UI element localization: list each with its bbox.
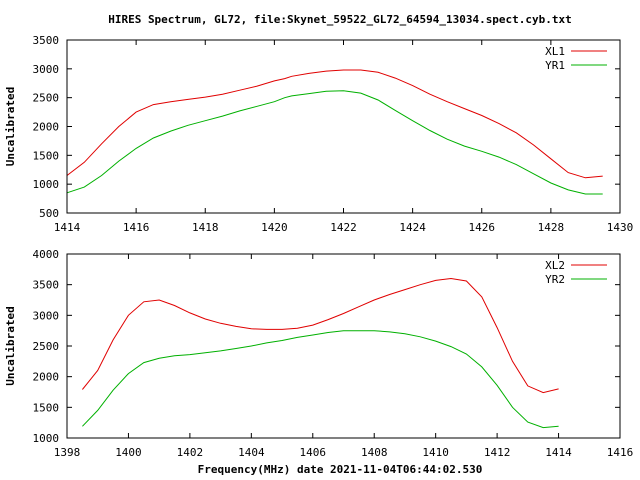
y-tick-label: 1500 — [33, 401, 60, 414]
y-tick-label: 3500 — [33, 34, 60, 47]
y-tick-label: 1000 — [33, 432, 60, 445]
y-tick-label: 2500 — [33, 340, 60, 353]
x-tick-label: 1416 — [607, 446, 634, 459]
series-line-xl2 — [82, 277, 559, 394]
x-tick-label: 1398 — [54, 446, 81, 459]
x-tick-label: 1418 — [192, 221, 219, 234]
plot-frame — [66, 253, 621, 439]
x-tick-label: 1400 — [115, 446, 142, 459]
series-line-yr1 — [66, 90, 603, 195]
y-tick-label: 4000 — [33, 248, 60, 261]
chart-title: HIRES Spectrum, GL72, file:Skynet_59522_… — [108, 13, 572, 26]
plot-frame — [66, 39, 621, 214]
x-tick-label: 1414 — [54, 221, 81, 234]
y-tick-label: 1500 — [33, 149, 60, 162]
x-tick-label: 1410 — [422, 446, 449, 459]
y-tick-label: 500 — [39, 207, 59, 220]
x-tick-label: 1404 — [238, 446, 265, 459]
x-tick-label: 1408 — [361, 446, 388, 459]
legend-label-xl2: XL2 — [545, 259, 565, 272]
x-tick-label: 1422 — [330, 221, 357, 234]
x-axis-label: Frequency(MHz) date 2021-11-04T06:44:02.… — [198, 463, 483, 476]
x-tick-label: 1414 — [545, 446, 572, 459]
y-tick-label: 3000 — [33, 309, 60, 322]
y-tick-label: 3000 — [33, 63, 60, 76]
x-tick-label: 1426 — [469, 221, 496, 234]
y-tick-label: 2500 — [33, 92, 60, 105]
x-tick-label: 1430 — [607, 221, 634, 234]
legend-label-xl1: XL1 — [545, 45, 565, 58]
y-tick-label: 1000 — [33, 178, 60, 191]
legend-label-yr1: YR1 — [545, 59, 565, 72]
legend-label-yr2: YR2 — [545, 273, 565, 286]
x-tick-label: 1406 — [300, 446, 327, 459]
x-tick-label: 1420 — [261, 221, 288, 234]
x-tick-label: 1424 — [399, 221, 426, 234]
panel-bottom: 1398 1400 1402 1404 1406 1408 1410 1412 1414 1416… — [4, 248, 633, 459]
series-line-yr2 — [82, 330, 559, 429]
series-line-xl1 — [66, 69, 603, 179]
x-tick-label: 1402 — [177, 446, 204, 459]
y-tick-label: 3500 — [33, 279, 60, 292]
x-tick-label: 1416 — [123, 221, 150, 234]
y-tick-label: 2000 — [33, 121, 60, 134]
y-tick-label: 2000 — [33, 371, 60, 384]
panel-top: 1414 1416 1418 1420 1422 1424 1426 1428 1430 500 1… — [4, 34, 633, 234]
y-axis-label: Uncalibrated — [4, 306, 17, 385]
x-tick-label: 1428 — [538, 221, 565, 234]
y-axis-label: Uncalibrated — [4, 87, 17, 166]
x-tick-label: 1412 — [484, 446, 511, 459]
